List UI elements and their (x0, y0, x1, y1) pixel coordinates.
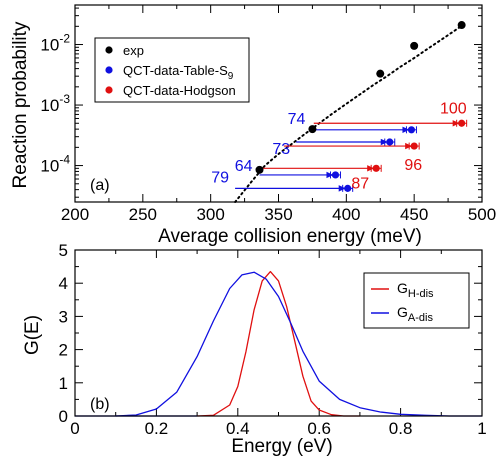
qct-hodgson-point (458, 119, 466, 127)
a-x-tick-label: 400 (332, 205, 360, 224)
b-x-tick-label: 0.6 (307, 419, 331, 438)
qct-table-point (386, 138, 394, 146)
exp-point (255, 165, 264, 174)
a-x-tick-label: 250 (129, 205, 157, 224)
a-y-tick-label: 10-4 (40, 153, 70, 176)
a-x-tick-label: 350 (264, 205, 292, 224)
a-y-tick-base: 10 (40, 96, 59, 115)
legend-label-h-dis: GH-dis (397, 280, 434, 300)
a-y-tick-base: 10 (40, 36, 59, 55)
qct-table-point (407, 126, 416, 134)
qct-point-label: 64 (235, 158, 253, 175)
a-y-tick-base: 10 (40, 157, 59, 176)
legend-label-a-dis-sub: A-dis (408, 312, 434, 324)
a-y-tick-exponent: -3 (59, 92, 70, 106)
a-x-tick-label: 300 (196, 205, 224, 224)
a-x-tick-label: 500 (468, 205, 496, 224)
b-y-tick-label: 5 (59, 241, 68, 260)
legend-label-a-dis-main: G (397, 304, 408, 320)
a-x-tick-label: 200 (61, 205, 89, 224)
qct-point-label: 87 (351, 175, 369, 192)
a-y-tick-exponent: -4 (59, 153, 70, 167)
b-y-tick-label: 1 (59, 374, 68, 393)
b-x-tick-label: 0.4 (226, 419, 250, 438)
panel-a-x-axis-label: Average collision energy (meV) (158, 226, 422, 247)
legend-label-h-dis-sub: H-dis (408, 288, 434, 300)
legend-marker-exp (105, 46, 113, 54)
h-dis-curve (197, 270, 360, 417)
legend-label-a-dis: GA-dis (397, 304, 433, 324)
panel-b-frame (74, 249, 483, 417)
b-x-tick-label: 0.8 (389, 419, 413, 438)
legend-label-qct-table-sub: 9 (228, 71, 234, 82)
panel-b-legend: GH-dis GA-dis (363, 272, 470, 329)
qct-hodgson-point (410, 142, 418, 150)
panel-a-y-axis-label: Reaction probability (10, 21, 31, 188)
panel-a-label: (a) (90, 177, 110, 194)
qct-table-point (344, 184, 352, 192)
panel-b-y-axis-label: G(E) (22, 315, 43, 355)
b-y-tick-label: 0 (59, 407, 68, 426)
qct-point-label: 73 (272, 141, 290, 158)
legend-label-qct-table: QCT-data-Table-S9 (123, 63, 234, 82)
exp-point (308, 125, 317, 134)
legend-label-h-dis-main: G (397, 280, 408, 296)
qct-point-label: 74 (288, 111, 306, 128)
panel-b-x-axis-label: Energy (eV) (231, 436, 332, 457)
panel-b-plot-area: 0 1 2 3 4 5 0 0.2 0.4 0.6 0.8 1 (59, 241, 487, 438)
legend-marker-qct-table (105, 66, 113, 74)
qct-point-label: 79 (211, 169, 229, 186)
b-y-tick-label: 4 (59, 274, 68, 293)
panel-a-legend-box (94, 37, 250, 103)
b-y-tick-label: 2 (59, 341, 68, 360)
exp-point (410, 41, 419, 50)
b-x-tick-label: 0.2 (145, 419, 169, 438)
b-x-tick-label: 0 (70, 419, 79, 438)
a-dis-curve (115, 271, 482, 417)
exp-point (376, 69, 385, 78)
a-y-tick-label: 10-2 (40, 32, 70, 55)
qct-hodgson-point (372, 164, 380, 172)
legend-label-qct-hodgson: QCT-data-Hodgson (123, 83, 236, 98)
b-y-tick-label: 3 (59, 307, 68, 326)
exp-fit-curve (234, 24, 464, 203)
panel-b-label: (b) (90, 396, 110, 413)
panel-a-legend: exp QCT-data-Table-S9 QCT-data-Hodgson (94, 37, 250, 103)
legend-marker-qct-hodgson (105, 86, 113, 94)
legend-label-exp: exp (123, 43, 144, 58)
qct-point-label: 100 (440, 100, 467, 117)
panel-a-frame (74, 4, 483, 203)
a-y-tick-exponent: -2 (59, 32, 70, 46)
legend-label-qct-table-main: QCT-data-Table-S (123, 63, 228, 78)
qct-point-label: 96 (404, 157, 422, 174)
panel-b-legend-box (363, 272, 470, 329)
a-y-tick-label: 10-3 (40, 92, 70, 115)
a-x-tick-label: 450 (400, 205, 428, 224)
exp-point (457, 21, 466, 30)
b-x-tick-label: 1 (477, 419, 486, 438)
qct-table-point (331, 171, 340, 179)
